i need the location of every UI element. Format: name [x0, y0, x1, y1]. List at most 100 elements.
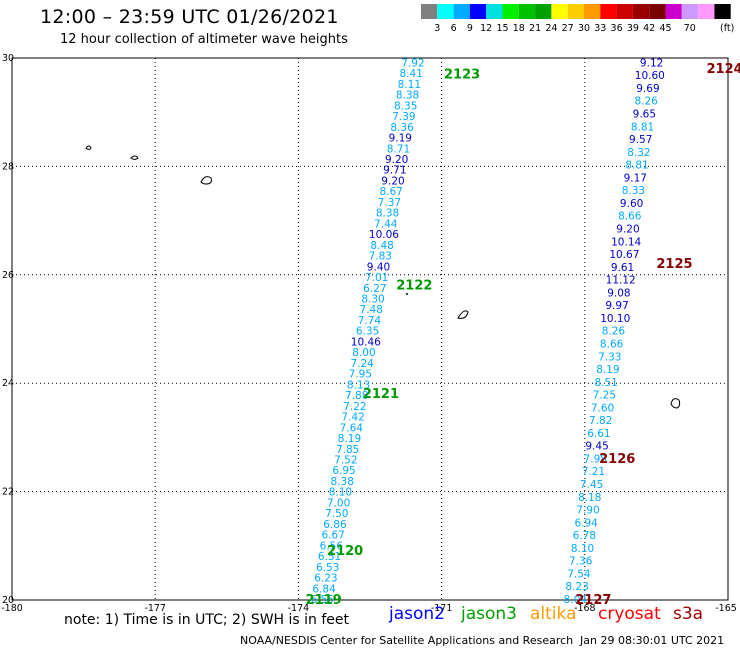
pass-number-label: 2120 [327, 544, 363, 559]
legend-swatch [567, 4, 584, 19]
wave-height-value: 9.71 [383, 165, 406, 177]
wave-height-value: 6.78 [573, 530, 596, 542]
wave-height-value: 6.86 [323, 519, 347, 531]
wave-height-value: 8.66 [600, 338, 624, 350]
generated-timestamp: Jan 29 08:30:01 UTC 2021 [580, 634, 725, 647]
wave-height-value: 7.98 [584, 453, 607, 465]
island-outline [670, 398, 681, 409]
sat-label-jason3: jason3 [461, 604, 517, 624]
legend-swatch [453, 4, 470, 19]
page-subtitle: 12 hour collection of altimeter wave hei… [60, 32, 348, 47]
wave-height-value: 10.60 [635, 70, 665, 82]
wave-height-value: 6.61 [587, 428, 610, 440]
sat-name-altika: altika [530, 604, 577, 624]
legend-swatch [502, 4, 519, 19]
island-outline [457, 310, 469, 319]
legend-swatch [486, 4, 503, 19]
wave-height-value: 7.22 [343, 401, 366, 413]
pass-number-label: 2123 [444, 67, 480, 82]
legend-label: 18 [513, 23, 525, 34]
legend-swatch [600, 4, 617, 19]
pass-number-label: 2122 [396, 279, 432, 294]
wave-height-value: 7.25 [593, 390, 616, 402]
wave-height-value: 9.20 [385, 154, 408, 166]
wave-height-value: 7.42 [341, 412, 364, 424]
wave-height-value: 9.20 [381, 175, 404, 187]
wave-height-value: 6.84 [312, 583, 336, 595]
legend-label: 6 [451, 23, 457, 34]
wave-height-value: 8.19 [338, 433, 361, 445]
legend-swatch [616, 4, 633, 19]
wave-height-value: 9.60 [620, 198, 643, 210]
legend-swatch [649, 4, 666, 19]
legend-swatch [551, 4, 568, 19]
wave-height-value: 8.51 [594, 377, 617, 389]
wave-height-value: 6.23 [314, 573, 337, 585]
wave-height-value: 8.81 [631, 121, 654, 133]
pass-number-label: 2125 [656, 257, 692, 272]
wave-height-value: 7.90 [576, 505, 599, 517]
wave-height-value: 6.56 [320, 540, 344, 552]
wave-height-value: 8.33 [622, 185, 645, 197]
wave-height-value: 10.10 [600, 313, 630, 325]
pass-number-label: 2124 [707, 62, 740, 77]
wave-height-value: 8.30 [361, 294, 384, 306]
legend-swatch [698, 4, 715, 19]
wave-height-value: 7.00 [327, 497, 350, 509]
wave-height-value: 9.57 [629, 134, 652, 146]
sat-name-jason2: jason2 [389, 604, 445, 624]
legend-label: 42 [643, 23, 655, 34]
wave-height-value: 7.52 [334, 454, 357, 466]
credit-line: NOAA/NESDIS Center for Satellite Applica… [240, 634, 574, 647]
wave-height-value: 8.66 [618, 211, 642, 223]
legend-label: 27 [562, 23, 574, 34]
pass-number-label: 2127 [575, 593, 611, 608]
wave-height-value: 6.95 [332, 465, 355, 477]
wave-height-value: 7.88 [345, 390, 368, 402]
lon-tick-label: -174 [288, 603, 310, 614]
wave-height-value: 7.48 [360, 304, 383, 316]
pass-number-label: 2121 [363, 387, 399, 402]
wave-height-value: 9.19 [389, 133, 412, 145]
wave-height-value: 7.37 [378, 197, 401, 209]
wave-height-value: 8.11 [398, 79, 421, 91]
wave-height-value: 9.65 [633, 109, 656, 121]
wave-height-value: 8.35 [394, 100, 417, 112]
wave-height-value: 7.01 [365, 272, 388, 284]
wave-height-value: 8.26 [602, 326, 626, 338]
wave-height-value: 6.67 [321, 530, 344, 542]
wave-height-value: 9.20 [616, 224, 639, 236]
wave-height-value: 7.33 [598, 351, 621, 363]
legend-label: 70 [684, 23, 696, 34]
color-legend: 3 6 9 12 15 18 21 24 27 30 33 36 39 42 45 70 (ft) [421, 4, 734, 34]
wave-height-value: 7.82 [589, 415, 612, 427]
wave-height-value: 7.45 [580, 479, 603, 491]
wave-height-value: 8.81 [625, 160, 648, 172]
wave-height-value: 6.35 [356, 326, 379, 338]
wave-height-value: 9.08 [607, 287, 630, 299]
lat-tick-label: 26 [2, 270, 14, 281]
wave-height-value: 9.17 [624, 172, 647, 184]
wave-height-value: 9.61 [611, 262, 634, 274]
wave-height-value: 9.45 [585, 441, 608, 453]
legend-label: 3 [434, 23, 440, 34]
wave-height-value: 7.39 [392, 111, 415, 123]
wave-height-value: 8.10 [329, 487, 352, 499]
wave-height-value: 7.64 [340, 422, 364, 434]
pass-number-label: 2119 [306, 593, 342, 608]
wave-height-value: 10.46 [351, 336, 381, 348]
legend-swatch [714, 4, 731, 19]
island-outline [200, 176, 212, 185]
sat-label-altika: altika [530, 604, 577, 624]
wave-height-value: 8.00 [352, 347, 375, 359]
lat-tick-label: 22 [2, 487, 14, 498]
legend-label: 36 [611, 23, 623, 34]
sat-label-s3a: s3a [673, 604, 703, 624]
wave-height-value: 11.12 [606, 275, 636, 287]
wave-height-value: 8.19 [596, 364, 619, 376]
wave-height-value: 8.13 [347, 379, 370, 391]
island-dot [406, 293, 408, 295]
wave-height-value: 6.53 [316, 562, 339, 574]
wave-height-value: 8.04 [564, 594, 588, 606]
wave-height-value: 6.27 [363, 283, 386, 295]
